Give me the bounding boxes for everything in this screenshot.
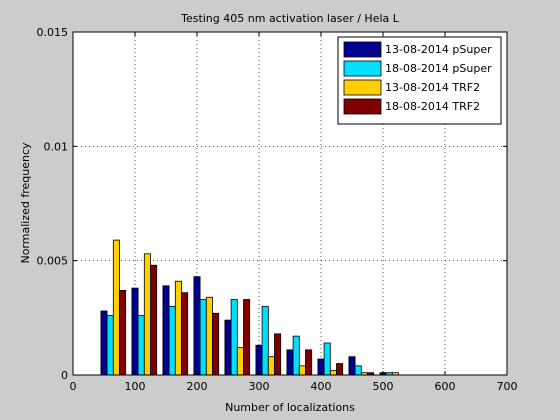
y-tick-label: 0.005 — [37, 255, 69, 268]
y-tick-label: 0.01 — [44, 140, 69, 153]
bar-1-2 — [131, 287, 139, 376]
x-tick-label: 100 — [125, 380, 146, 393]
bar-1-5 — [224, 319, 232, 376]
bar-4-7 — [305, 349, 313, 376]
bar-1-4 — [193, 276, 201, 376]
legend-label-1: 13-08-2014 pSuper — [385, 43, 492, 56]
bar-3-3 — [174, 280, 182, 376]
legend-label-3: 13-08-2014 TRF2 — [385, 81, 480, 94]
legend: 13-08-2014 pSuper 18-08-2014 pSuper 13-08-… — [337, 36, 502, 125]
legend-swatch-1 — [343, 41, 382, 58]
bar-2-6 — [261, 305, 269, 376]
bar-3-1 — [112, 239, 120, 376]
x-tick-label: 700 — [497, 380, 518, 393]
bar-4-1 — [119, 289, 127, 376]
legend-swatch-4 — [343, 98, 382, 115]
ticks — [72, 31, 508, 376]
legend-label-4: 18-08-2014 TRF2 — [385, 100, 480, 113]
x-tick-label: 400 — [311, 380, 332, 393]
bar-3-2 — [143, 253, 151, 376]
plot-frame — [72, 31, 508, 376]
bar-4-2 — [150, 264, 158, 376]
chart-title: Testing 405 nm activation laser / Hela L — [180, 12, 400, 25]
x-tick-label: 600 — [435, 380, 456, 393]
y-tick-label: 0.015 — [37, 26, 69, 39]
legend-swatch-3 — [343, 79, 382, 96]
x-tick-label: 0 — [70, 380, 77, 393]
bar-3-4 — [205, 296, 213, 376]
x-tick-label: 200 — [187, 380, 208, 393]
bar-2-1 — [106, 315, 114, 376]
legend-swatch-2 — [343, 60, 382, 77]
bar-2-2 — [137, 315, 145, 376]
bar-4-5 — [243, 299, 251, 376]
x-tick-label: 300 — [249, 380, 270, 393]
bar-1-7 — [286, 349, 294, 376]
bar-2-7 — [292, 335, 300, 376]
x-axis-label: Number of localizations — [225, 401, 355, 414]
bar-3-6 — [267, 356, 275, 376]
bar-1-1 — [100, 310, 108, 376]
bar-2-3 — [168, 305, 176, 376]
bar-3-7 — [298, 365, 306, 376]
bar-3-5 — [236, 347, 244, 376]
x-tick-label: 500 — [373, 380, 394, 393]
bar-4-6 — [274, 333, 282, 376]
y-axis-label: Normalized frequency — [19, 142, 32, 264]
bar-4-3 — [181, 292, 189, 376]
bar-2-4 — [199, 299, 207, 376]
bar-1-3 — [162, 285, 170, 376]
bar-3-8 — [329, 370, 337, 376]
y-tick-label: 0 — [61, 369, 68, 382]
bar-1-6 — [255, 344, 263, 376]
bar-2-8 — [323, 342, 331, 376]
tick-labels: 0 100 200 300 400 500 600 700 0 0.005 0.01 0.015 — [37, 26, 518, 393]
bar-2-5 — [230, 299, 238, 376]
bar-4-8 — [336, 363, 344, 376]
legend-label-2: 18-08-2014 pSuper — [385, 62, 492, 75]
bar-2-9 — [354, 365, 362, 376]
bar-1-9 — [348, 356, 356, 376]
bar-4-4 — [212, 312, 220, 376]
